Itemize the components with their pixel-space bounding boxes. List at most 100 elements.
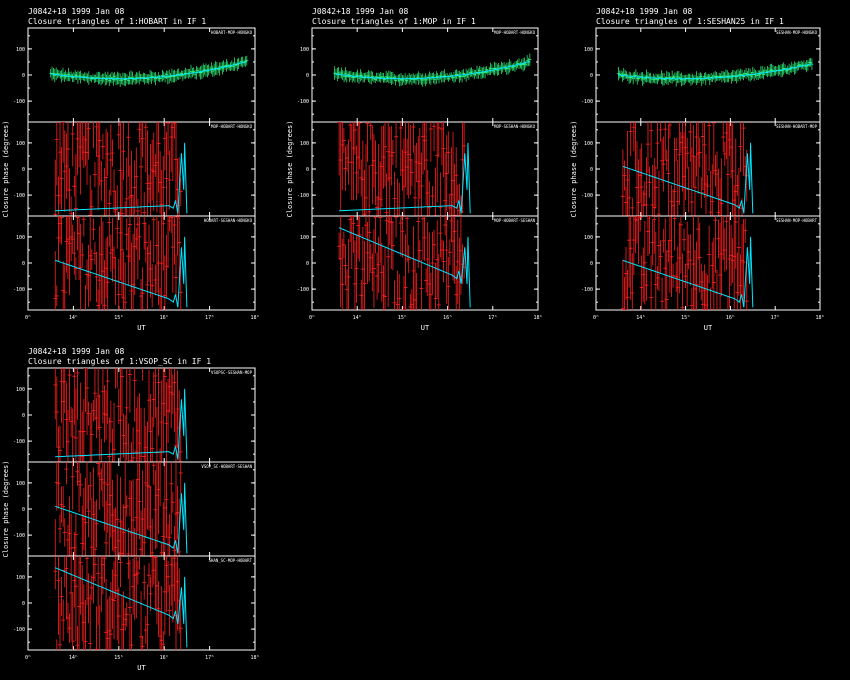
model-curve	[55, 236, 188, 308]
panel-3: 100 0 -100 SHAN_SC-MOP-HOBART	[13, 555, 256, 651]
y-tick-label: 100	[16, 387, 25, 393]
x-axis-label: UT	[137, 664, 146, 672]
y-tick-label: 0	[306, 73, 309, 79]
scatter-points	[53, 216, 183, 310]
y-tick-label: -100	[297, 99, 309, 105]
y-tick-label: 100	[300, 141, 309, 147]
x-tick-label: 16ʰ	[443, 315, 452, 321]
model-curve	[338, 227, 471, 308]
panel-frame	[595, 27, 821, 123]
y-tick-label: 100	[16, 47, 25, 53]
triangle-label: HOBART-MOP-HONGKO	[211, 30, 253, 35]
scatter-points	[54, 462, 183, 556]
panel-3: 100 0 -100 SESHAN-MOP-HOBART	[581, 215, 821, 311]
scatter-points	[620, 122, 749, 216]
panel-2: 100 0 -100 MOP-HOBART-HONGKO	[13, 121, 256, 217]
model-curve	[55, 567, 188, 648]
y-tick-label: 0	[590, 73, 593, 79]
y-axis-label: Closure phase (degrees)	[2, 121, 10, 218]
scatter-points	[53, 122, 183, 216]
model-curve	[622, 236, 754, 308]
x-tick-label: 16ʰ	[160, 315, 169, 321]
chart-subtitle: Closure triangles of 1:SESHAN25 in IF 1	[596, 17, 784, 26]
x-tick-label: 16ʰ	[160, 655, 169, 661]
triangle-label: HOBART-SESHAN-HONGKO	[204, 218, 253, 223]
x-tick-label: 17ʰ	[488, 315, 497, 321]
x-tick-label: 17ʰ	[771, 315, 780, 321]
x-tick-label: 15ʰ	[114, 315, 123, 321]
x-axis-label: UT	[137, 324, 146, 332]
x-tick-label: 14ʰ	[69, 655, 78, 661]
panel-frame	[27, 367, 256, 463]
x-tick-label: 14ʰ	[69, 315, 78, 321]
chart-header-source: J0842+18 1999 Jan 08	[28, 7, 125, 16]
y-tick-label: 100	[584, 235, 593, 241]
y-tick-label: 0	[22, 413, 25, 419]
y-tick-label: 0	[22, 167, 25, 173]
triangle-label: MOP-SESHAN-HONGKO	[494, 124, 536, 129]
y-tick-label: 0	[590, 167, 593, 173]
y-tick-label: 100	[16, 235, 25, 241]
y-tick-label: -100	[13, 287, 25, 293]
chart-header-source: J0842+18 1999 Jan 08	[28, 347, 125, 356]
panel-3: 100 0 -100 MOP-HOBART-SESHAN	[297, 215, 539, 311]
chart-header-source: J0842+18 1999 Jan 08	[312, 7, 409, 16]
triangle-label: SESHAN-MOP-HOBART	[776, 218, 818, 223]
y-tick-label: 100	[300, 47, 309, 53]
y-tick-label: 100	[16, 481, 25, 487]
y-tick-label: -100	[581, 193, 593, 199]
y-tick-label: 100	[300, 235, 309, 241]
y-tick-label: 0	[22, 73, 25, 79]
model-curve	[55, 388, 188, 460]
model-curve	[339, 142, 471, 214]
y-tick-label: -100	[13, 627, 25, 633]
model-curve	[334, 60, 530, 80]
x-tick-label: 0ʰ	[25, 315, 31, 321]
model-curve	[618, 63, 813, 80]
model-curve	[55, 482, 188, 554]
y-tick-label: 0	[590, 261, 593, 267]
x-axis-label: UT	[704, 324, 713, 332]
panel-2: 100 0 -100 SESHAN-HOBART-MOP	[581, 121, 821, 217]
y-tick-label: -100	[581, 287, 593, 293]
x-tick-label: 0ʰ	[25, 655, 31, 661]
y-axis-label: Closure phase (degrees)	[2, 461, 10, 558]
model-curve	[50, 60, 247, 80]
y-tick-label: 0	[306, 167, 309, 173]
x-tick-label: 0ʰ	[593, 315, 599, 321]
scatter-points	[337, 216, 467, 310]
y-tick-label: 0	[22, 507, 25, 513]
y-tick-label: -100	[297, 193, 309, 199]
x-tick-label: 18ʰ	[250, 655, 259, 661]
triangle-label: SESHAN-HOBART-MOP	[776, 124, 818, 129]
x-tick-label: 18ʰ	[815, 315, 824, 321]
panel-1: 100 0 -100 VSOPSC-SESHAN-MOP	[13, 367, 256, 463]
x-tick-label: 15ʰ	[681, 315, 690, 321]
triangle-label: MOP-HOBART-HONGKO	[494, 30, 536, 35]
triangle-label: SESHAN-MOP-HONGKO	[776, 30, 818, 35]
chart-subtitle: Closure triangles of 1:MOP in IF 1	[312, 17, 476, 26]
scatter-points	[53, 556, 183, 650]
x-tick-label: 16ʰ	[726, 315, 735, 321]
panel-1: 100 0 -100 SESHAN-MOP-HONGKO	[581, 27, 821, 123]
x-tick-label: 15ʰ	[114, 655, 123, 661]
chart-header-source: J0842+18 1999 Jan 08	[596, 7, 693, 16]
triangle-label: VSOP_SC-HOBART-SESHAN	[201, 464, 252, 469]
chart-subtitle: Closure triangles of 1:VSOP_SC in IF 1	[28, 357, 211, 366]
x-tick-label: 17ʰ	[205, 315, 214, 321]
x-tick-label: 14ʰ	[636, 315, 645, 321]
y-tick-label: 100	[16, 141, 25, 147]
y-axis-label: Closure phase (degrees)	[286, 121, 294, 218]
y-tick-label: -100	[13, 439, 25, 445]
y-tick-label: -100	[297, 287, 309, 293]
y-tick-label: 100	[584, 47, 593, 53]
y-tick-label: 100	[16, 575, 25, 581]
y-tick-label: 0	[22, 261, 25, 267]
x-tick-label: 14ʰ	[353, 315, 362, 321]
y-tick-label: 0	[22, 601, 25, 607]
x-tick-label: 0ʰ	[309, 315, 315, 321]
